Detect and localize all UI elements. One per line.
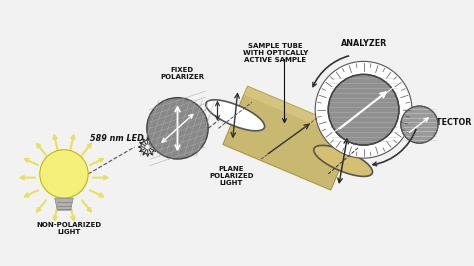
Circle shape: [328, 74, 399, 145]
Circle shape: [315, 61, 412, 158]
Text: FIXED
POLARIZER: FIXED POLARIZER: [160, 67, 204, 80]
Circle shape: [401, 106, 438, 143]
Polygon shape: [55, 198, 73, 210]
Text: 589 nm LED: 589 nm LED: [90, 134, 144, 143]
Text: NON-POLARIZED
LIGHT: NON-POLARIZED LIGHT: [36, 222, 101, 235]
Ellipse shape: [314, 146, 373, 176]
Ellipse shape: [206, 100, 264, 131]
Polygon shape: [223, 86, 356, 190]
Circle shape: [147, 98, 208, 159]
Text: SAMPLE TUBE
WITH OPTICALLY
ACTIVE SAMPLE: SAMPLE TUBE WITH OPTICALLY ACTIVE SAMPLE: [243, 43, 308, 63]
Text: ANALYZER: ANALYZER: [340, 39, 387, 48]
Polygon shape: [244, 86, 356, 140]
Text: PLANE
POLARIZED
LIGHT: PLANE POLARIZED LIGHT: [209, 165, 254, 186]
Text: DETECTOR: DETECTOR: [424, 118, 472, 127]
Circle shape: [40, 150, 88, 198]
